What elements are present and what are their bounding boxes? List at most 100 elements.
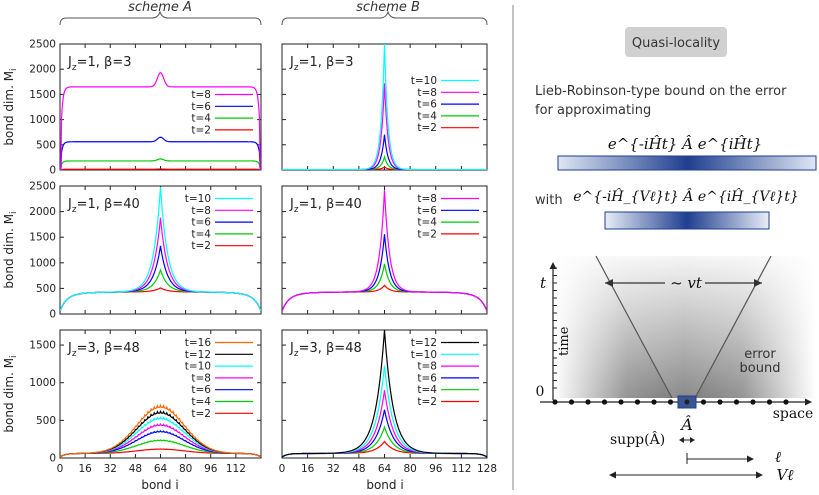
series-line-t=16 bbox=[60, 403, 261, 458]
legend-label: t=6 bbox=[417, 99, 437, 111]
legend-label: t=4 bbox=[417, 110, 437, 122]
light-cone-diagram: ~ vt error bound bbox=[553, 255, 816, 399]
legend-label: t=4 bbox=[417, 217, 437, 229]
scheme-b-label: scheme B bbox=[356, 0, 420, 15]
t-axis-label: t bbox=[540, 274, 547, 292]
series-line-t=2 bbox=[282, 284, 487, 312]
space-label: space bbox=[773, 406, 814, 422]
y-tick-label: 2000 bbox=[29, 206, 56, 218]
error-label: error bbox=[744, 347, 776, 362]
series-line-t=4 bbox=[282, 263, 487, 312]
panel-title: Jz=1, β=3 bbox=[67, 55, 131, 73]
panel-a-bot: 0 500 1000 1500 0 16 32 48 64 80 96 112 bond dim. Mi… bbox=[2, 329, 262, 475]
legend-label: t=8 bbox=[191, 205, 211, 217]
series-line-t=8 bbox=[282, 190, 487, 312]
zero-label: 0 bbox=[536, 384, 545, 400]
legend-label: t=8 bbox=[417, 87, 437, 99]
y-tick-label: 1500 bbox=[29, 89, 56, 101]
cone-left-edge bbox=[595, 255, 673, 399]
series-line-t=2 bbox=[60, 168, 261, 170]
panel-a-top: 0 500 1000 1500 2000 2500 bond dim. Mi Jz=1, β=… bbox=[2, 39, 262, 177]
legend-label: t=16 bbox=[185, 337, 212, 349]
lattice-site bbox=[585, 399, 591, 405]
series-line-t=8 bbox=[60, 72, 261, 170]
x-tick-label: 16 bbox=[78, 463, 92, 475]
y-tick-label: 500 bbox=[36, 283, 56, 295]
y-tick-label: 1000 bbox=[29, 257, 56, 269]
x-tick-label: 16 bbox=[301, 463, 315, 475]
lattice-site bbox=[568, 399, 575, 405]
y-tick-label: 500 bbox=[36, 139, 56, 151]
badge-text: Quasi-locality bbox=[632, 36, 721, 51]
full-operator-bar bbox=[557, 155, 817, 171]
x-tick-label: 112 bbox=[226, 463, 246, 475]
supp-label: supp(Â) bbox=[610, 430, 665, 448]
legend-label: t=4 bbox=[191, 113, 211, 125]
legend-label: t=6 bbox=[417, 205, 437, 217]
x-tick-label: 48 bbox=[129, 463, 142, 475]
lattice-site bbox=[601, 399, 608, 405]
series-line-t=4 bbox=[60, 158, 261, 170]
x-tick-label: 48 bbox=[352, 463, 365, 475]
x-tick-label: 80 bbox=[403, 463, 416, 475]
legend-label: t=2 bbox=[191, 124, 211, 136]
x-tick-label: 64 bbox=[378, 463, 392, 475]
legend-label: t=2 bbox=[417, 228, 437, 240]
lattice-site bbox=[750, 399, 756, 405]
description-line-1: Lieb-Robinson-type bound on the error bbox=[535, 84, 787, 99]
legend-label: t=8 bbox=[191, 372, 211, 384]
legend-label: t=2 bbox=[417, 396, 437, 408]
y-tick-label: 0 bbox=[49, 165, 56, 177]
y-tick-label: 1000 bbox=[29, 114, 56, 126]
x-tick-label: 0 bbox=[57, 463, 64, 475]
lattice-site bbox=[667, 399, 674, 405]
x-tick-label: 32 bbox=[327, 463, 340, 475]
legend-label: t=12 bbox=[185, 349, 211, 361]
lattice-site bbox=[552, 399, 558, 405]
legend-label: t=4 bbox=[417, 384, 437, 396]
restricted-operator-bar bbox=[604, 211, 770, 230]
legend-label: t=8 bbox=[191, 89, 211, 101]
legend-label: t=10 bbox=[185, 361, 211, 373]
time-label: time bbox=[557, 326, 572, 356]
legend-label: t=10 bbox=[185, 193, 211, 205]
x-tick-label: 0 bbox=[279, 463, 286, 475]
legend-label: t=10 bbox=[411, 75, 437, 87]
scheme-a-header: scheme A bbox=[59, 0, 262, 26]
bound-label: bound bbox=[740, 361, 781, 376]
legend-label: t=6 bbox=[191, 217, 211, 229]
panel-title: Jz=3, β=48 bbox=[289, 341, 362, 359]
lattice-site bbox=[783, 399, 789, 405]
panel-a-mid: 0 500 1000 1500 2000 2500 bond dim. Mi Jz=1, β=… bbox=[2, 181, 262, 321]
series-line-t=8 bbox=[60, 217, 261, 312]
y-tick-label: 0 bbox=[49, 309, 56, 321]
panel-b-top: Jz=1, β=3 t=10t=8t=6t=4t=2 bbox=[281, 43, 488, 171]
vt-label: ~ vt bbox=[670, 274, 703, 292]
lattice-site bbox=[717, 399, 723, 405]
lattice-site bbox=[733, 399, 740, 405]
x-tick-label: 64 bbox=[154, 463, 168, 475]
x-tick-label: 112 bbox=[451, 463, 471, 475]
legend-label: t=2 bbox=[417, 122, 437, 134]
series-line-t=6 bbox=[282, 134, 487, 170]
series-line-t=6 bbox=[282, 409, 487, 458]
legend-label: t=8 bbox=[417, 193, 437, 205]
y-axis-label: bond dim. Mi bbox=[2, 211, 19, 288]
quasi-locality-badge bbox=[625, 27, 727, 57]
panel-b-mid: Jz=1, β=40 t=8t=6t=4t=2 bbox=[281, 185, 488, 315]
legend-label: t=6 bbox=[417, 372, 437, 384]
lattice-site bbox=[651, 399, 657, 405]
x-tick-label: 80 bbox=[179, 463, 192, 475]
series-line-t=10 bbox=[282, 44, 487, 170]
legend-label: t=10 bbox=[411, 349, 437, 361]
series-line-t=4 bbox=[60, 268, 261, 312]
series-line-t=6 bbox=[282, 234, 487, 312]
chart-panels: 0 500 1000 1500 2000 2500 bond dim. Mi Jz=1, β=… bbox=[2, 39, 497, 476]
y-axis-label: bond dim. Mi bbox=[2, 68, 19, 145]
panel-title: Jz=3, β=48 bbox=[67, 341, 140, 359]
y-tick-label: 1500 bbox=[29, 232, 56, 244]
panel-title: Jz=1, β=40 bbox=[289, 197, 362, 215]
legend-label: t=2 bbox=[191, 240, 211, 252]
cone-right-edge bbox=[694, 255, 772, 399]
